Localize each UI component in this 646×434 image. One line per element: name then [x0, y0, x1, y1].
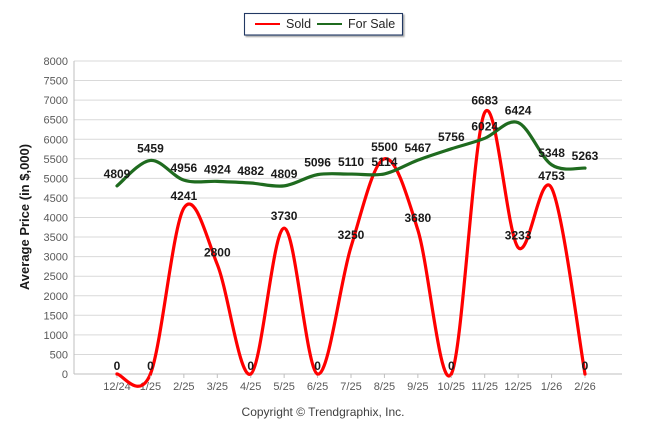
- svg-text:3/25: 3/25: [207, 381, 228, 393]
- svg-text:0: 0: [314, 359, 321, 373]
- svg-text:1000: 1000: [44, 330, 68, 342]
- svg-text:4809: 4809: [104, 167, 131, 181]
- svg-text:6024: 6024: [471, 119, 498, 133]
- svg-text:7/25: 7/25: [340, 381, 361, 393]
- svg-text:2800: 2800: [204, 245, 231, 259]
- svg-text:5756: 5756: [438, 130, 465, 144]
- svg-text:5/25: 5/25: [273, 381, 294, 393]
- svg-text:4956: 4956: [171, 161, 198, 175]
- svg-text:For Sale: For Sale: [348, 17, 395, 31]
- svg-text:9/25: 9/25: [407, 381, 428, 393]
- svg-text:0: 0: [448, 359, 455, 373]
- svg-text:4000: 4000: [44, 213, 68, 225]
- svg-text:4500: 4500: [44, 193, 68, 205]
- svg-text:6000: 6000: [44, 134, 68, 146]
- svg-text:1500: 1500: [44, 310, 68, 322]
- svg-text:8000: 8000: [44, 56, 68, 68]
- svg-text:3250: 3250: [338, 228, 365, 242]
- svg-text:10/25: 10/25: [438, 381, 466, 393]
- svg-text:500: 500: [50, 349, 68, 361]
- svg-text:3680: 3680: [405, 211, 432, 225]
- svg-text:4/25: 4/25: [240, 381, 261, 393]
- svg-text:0: 0: [582, 359, 589, 373]
- svg-text:3730: 3730: [271, 209, 298, 223]
- svg-text:5348: 5348: [538, 146, 565, 160]
- svg-text:8/25: 8/25: [374, 381, 395, 393]
- svg-text:Average Price (in $,000): Average Price (in $,000): [17, 144, 32, 290]
- svg-text:6424: 6424: [505, 104, 532, 118]
- svg-text:5096: 5096: [304, 156, 331, 170]
- svg-text:2/25: 2/25: [173, 381, 194, 393]
- svg-text:3000: 3000: [44, 252, 68, 264]
- svg-text:5459: 5459: [137, 141, 164, 155]
- svg-text:0: 0: [114, 359, 121, 373]
- svg-text:5500: 5500: [371, 140, 398, 154]
- svg-text:2/26: 2/26: [574, 381, 595, 393]
- svg-text:3500: 3500: [44, 232, 68, 244]
- svg-text:5110: 5110: [338, 155, 364, 169]
- svg-text:5500: 5500: [44, 154, 68, 166]
- svg-text:0: 0: [247, 359, 254, 373]
- svg-text:4882: 4882: [237, 164, 264, 178]
- svg-text:Copyright © Trendgraphix, Inc.: Copyright © Trendgraphix, Inc.: [242, 405, 405, 419]
- svg-text:11/25: 11/25: [471, 381, 498, 393]
- svg-text:2000: 2000: [44, 291, 68, 303]
- svg-text:12/25: 12/25: [504, 381, 532, 393]
- svg-text:4241: 4241: [171, 189, 198, 203]
- svg-text:4753: 4753: [538, 169, 565, 183]
- svg-text:6500: 6500: [44, 115, 68, 127]
- svg-text:7000: 7000: [44, 95, 68, 107]
- svg-text:5000: 5000: [44, 173, 68, 185]
- svg-text:2500: 2500: [44, 271, 68, 283]
- svg-text:Sold: Sold: [286, 17, 311, 31]
- svg-text:6/25: 6/25: [307, 381, 328, 393]
- svg-text:4809: 4809: [271, 167, 298, 181]
- svg-text:7500: 7500: [44, 76, 68, 88]
- svg-text:1/26: 1/26: [541, 381, 562, 393]
- svg-text:3233: 3233: [505, 229, 532, 243]
- svg-text:6683: 6683: [471, 94, 498, 108]
- svg-text:5263: 5263: [572, 149, 599, 163]
- svg-text:0: 0: [147, 359, 154, 373]
- svg-text:0: 0: [62, 369, 68, 381]
- svg-text:5467: 5467: [405, 141, 432, 155]
- svg-text:5114: 5114: [371, 155, 397, 169]
- svg-text:4924: 4924: [204, 162, 231, 176]
